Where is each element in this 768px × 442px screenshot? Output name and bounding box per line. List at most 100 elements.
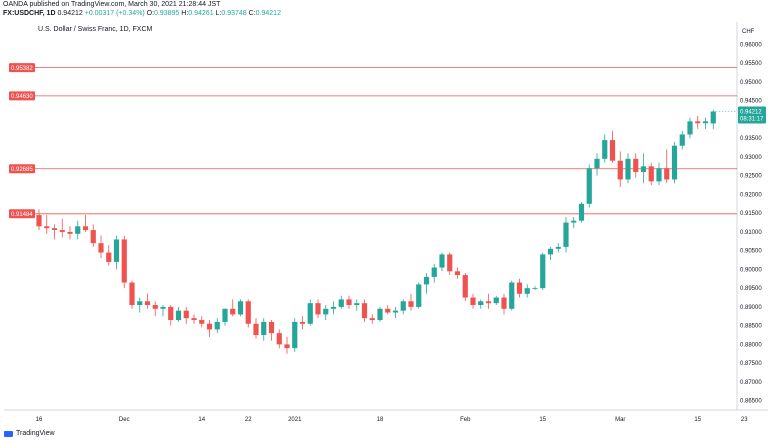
candle-body: [307, 303, 313, 324]
candle-body: [354, 303, 360, 306]
candle-body: [516, 282, 523, 294]
last-price-value: 0.94212: [57, 10, 83, 17]
symbol-ohlc-line: FX:USDCHF, 1D 0.94212 +0.00317 (+0.34%) …: [3, 10, 281, 17]
y-tick-label: 0.95000: [740, 80, 762, 86]
candle-body: [377, 308, 383, 321]
tradingview-logo[interactable]: TradingView: [4, 430, 55, 437]
x-tick-label: Feb: [460, 417, 471, 423]
y-tick-label: 0.91500: [740, 211, 762, 217]
low-value: 0.93748: [221, 10, 247, 17]
close-value: 0.94212: [255, 10, 281, 17]
y-tick-label: 0.93500: [740, 136, 762, 142]
candle-body: [617, 160, 623, 180]
candle-body: [485, 301, 492, 304]
x-tick-label: 2021: [288, 417, 302, 423]
candle-body: [664, 168, 670, 180]
high-value: 0.94261: [188, 10, 214, 17]
candle-body: [214, 321, 220, 330]
candle-body: [462, 275, 468, 298]
candle-body: [160, 306, 166, 309]
low-label: L:: [215, 10, 222, 17]
candle-body: [152, 305, 158, 309]
candle-body: [648, 166, 654, 182]
candle-body: [501, 297, 507, 309]
candle-body: [292, 321, 298, 349]
level-tag: [9, 164, 35, 174]
candle-body: [594, 158, 600, 169]
candle-body: [59, 230, 65, 232]
candle-body: [400, 301, 406, 311]
candle-body: [315, 303, 321, 315]
candle-body: [509, 282, 515, 309]
y-tick-label: 0.93000: [740, 155, 762, 161]
candle-body: [137, 301, 143, 306]
candle-body: [671, 145, 678, 180]
y-tick-label: 0.92000: [740, 192, 762, 198]
countdown-label: 08:31:17: [740, 117, 764, 123]
candle-body: [710, 111, 716, 124]
candle-body: [82, 226, 89, 231]
candle-body: [36, 215, 42, 227]
open-label: O:: [146, 10, 155, 17]
candle-body: [416, 284, 422, 307]
level-label: 0.91484: [11, 212, 33, 218]
candle-body: [206, 323, 213, 330]
y-tick-label: 0.90500: [740, 249, 762, 255]
open-value: 0.93895: [154, 10, 180, 17]
candle-body: [454, 271, 461, 276]
candle-body: [51, 228, 58, 231]
level-label: 0.92685: [11, 167, 33, 173]
candle-body: [563, 222, 569, 247]
candle-body: [191, 318, 197, 321]
candle-body: [261, 321, 267, 336]
candle-body: [199, 320, 205, 324]
level-tag: [9, 91, 35, 101]
candle-body: [656, 168, 662, 182]
candle-body: [245, 301, 251, 324]
candle-body: [129, 282, 135, 306]
candle-body: [44, 226, 50, 229]
candle-body: [98, 243, 104, 253]
candle-body: [237, 301, 244, 315]
candle-body: [524, 288, 530, 294]
y-tick-label: 0.96000: [740, 42, 762, 48]
candle-body: [299, 321, 306, 324]
candle-body: [253, 323, 259, 336]
candle-body: [323, 308, 329, 315]
candle-body: [478, 301, 484, 306]
candle-body: [284, 344, 290, 349]
candle-body: [586, 168, 592, 204]
candle-body: [175, 310, 182, 321]
candle-body: [447, 254, 453, 272]
candle-body: [168, 306, 174, 321]
candle-body: [695, 121, 701, 124]
y-tick-label: 0.91000: [740, 230, 762, 236]
candle-body: [547, 248, 554, 255]
x-tick-label: 22: [245, 417, 252, 423]
candle-body: [493, 297, 499, 304]
candle-body: [532, 288, 538, 289]
candle-body: [121, 239, 127, 283]
candle-body: [113, 239, 120, 262]
y-tick-label: 0.86500: [740, 399, 762, 405]
candle-body: [346, 299, 352, 306]
x-tick-label: Dec: [119, 417, 130, 423]
candle-body: [625, 158, 631, 180]
change-value: +0.00317 (+0.34%): [84, 10, 145, 17]
y-tick-label: 0.92500: [740, 174, 762, 180]
y-tick-label: 0.87500: [740, 361, 762, 367]
candle-body: [67, 231, 73, 234]
x-tick-label: Mar: [615, 417, 625, 423]
x-tick-label: 23: [741, 417, 748, 423]
x-tick-label: 16: [36, 417, 43, 423]
candle-body: [144, 301, 151, 306]
publisher-line: OANDA published on TradingView.com, Marc…: [3, 1, 221, 8]
candle-body: [385, 308, 391, 313]
x-tick-label: 14: [198, 417, 205, 423]
candle-body: [230, 308, 236, 315]
x-tick-label: 15: [539, 417, 546, 423]
candle-body: [540, 254, 546, 289]
tradingview-brand-text: TradingView: [16, 430, 55, 437]
level-label: 0.94630: [11, 94, 33, 100]
